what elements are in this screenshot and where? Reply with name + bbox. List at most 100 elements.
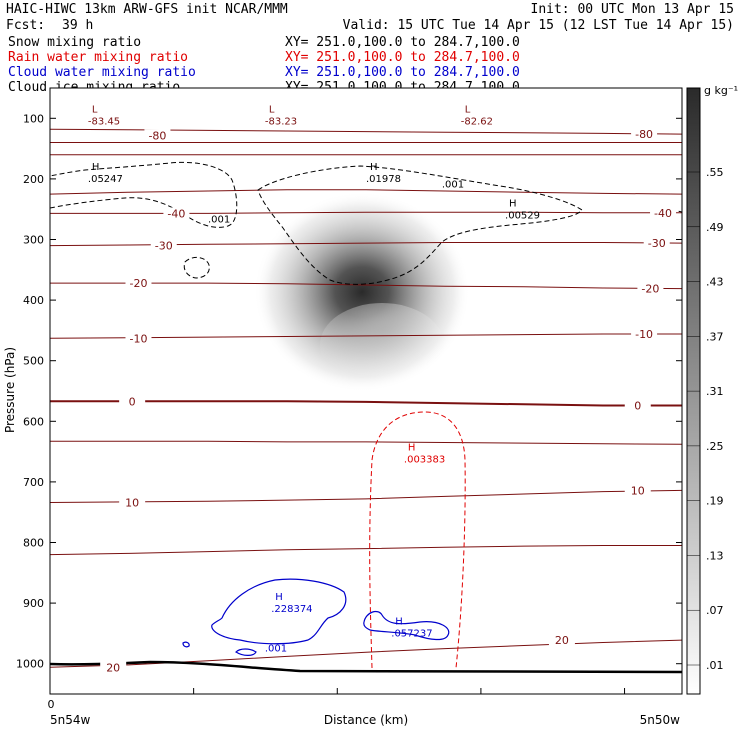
isotherm-label: 20 (106, 661, 120, 674)
contour-value-label: .001 (442, 179, 464, 190)
isotherm-line (50, 440, 682, 445)
isotherm-label: 0 (129, 395, 136, 408)
y-tick-label: 600 (23, 415, 44, 428)
y-tick-label: 800 (23, 537, 44, 550)
temperature-labels: -80 -80 -40 -40 -30 -30 -20 -20 -10 -10 0 0 10 10 20 20 (100, 128, 677, 674)
forecast-label: Fcst: (6, 18, 45, 33)
y-tick-label: 700 (23, 476, 44, 489)
contour-value-label: .001 (208, 215, 230, 226)
isotherm-label: -20 (641, 283, 659, 296)
isotherm-label-bg (125, 277, 152, 290)
isotherm-label-bg (119, 496, 146, 509)
isotherm-line (50, 282, 682, 290)
colorbar-label: .19 (706, 495, 724, 508)
isotherm-label-bg (631, 328, 658, 341)
cloud-water-contour (235, 648, 257, 656)
isotherm-label: -30 (155, 240, 173, 253)
isotherm-label-bg (150, 239, 177, 252)
extremum-value: .01978 (366, 174, 401, 185)
extremum-value: .003383 (404, 455, 445, 466)
x-right-endpoint: 5n50w (640, 713, 681, 727)
extremum-value: .228374 (271, 604, 312, 615)
extremum-letter: L (465, 104, 471, 115)
figure-header: HAIC-HIWC 13km ARW-GFS init NCAR/MMM Ini… (6, 2, 734, 95)
isotherm-label-bg (548, 634, 575, 647)
isotherm-label-bg (637, 282, 664, 295)
extremum-letter: L (92, 104, 98, 115)
isotherm-label: -10 (129, 332, 147, 345)
field-section-coords: XY= 251.0,100.0 to 284.7,100.0 (285, 50, 520, 65)
isotherm-label: 10 (631, 484, 645, 497)
extremum-letter: L (269, 104, 275, 115)
colorbar-label: .55 (706, 166, 724, 179)
isotherm-label: -30 (648, 237, 666, 250)
isotherm-label-bg (643, 237, 670, 250)
isotherm-label: -80 (148, 129, 166, 142)
isotherm-label: -40 (167, 207, 185, 220)
extremum-letter: H (408, 443, 416, 454)
extremum-letter: H (395, 616, 403, 627)
y-tick-label: 200 (23, 173, 44, 186)
extremum-letter: H (92, 162, 100, 173)
temperature-contours (50, 128, 682, 668)
isotherm-label-bg (119, 395, 146, 408)
x-left-endpoint: 5n54w (50, 713, 91, 727)
isotherm-label-bg (624, 484, 651, 497)
colorbar-label: .01 (706, 659, 724, 672)
cloud-water-contour (182, 641, 190, 648)
isotherm-label-bg (144, 129, 171, 142)
isotherm-line (50, 545, 682, 556)
colorbar-label: .37 (706, 330, 724, 343)
extremum-value: -82.62 (461, 116, 493, 127)
distance-axis (49, 688, 626, 694)
plot-frame (49, 87, 683, 695)
isotherm-label-bg (163, 207, 190, 220)
y-tick-label: 900 (23, 597, 44, 610)
cloud-ice-contour (50, 161, 238, 228)
forecast-hour: 39 h (62, 18, 93, 33)
extremum-value: .05247 (88, 174, 123, 185)
isotherm-label-bg (650, 206, 677, 219)
isotherm-label: -40 (654, 207, 672, 220)
field-name: Cloud water mixing ratio (8, 65, 196, 80)
colorbar-ticks: .01 .07 .13 .19 .25 .31 .37 .43 .49 .55 (687, 166, 724, 672)
field-name: Snow mixing ratio (8, 35, 141, 50)
colorbar-label: .49 (706, 221, 724, 234)
field-name: Rain water mixing ratio (8, 50, 188, 65)
y-axis-label: Pressure (hPa) (3, 347, 17, 433)
extremum-value: .00529 (505, 210, 540, 221)
field-legend: Snow mixing ratio XY= 251.0,100.0 to 284.… (8, 35, 520, 95)
colorbar-label: .13 (706, 549, 724, 562)
isotherm-label: 20 (555, 634, 569, 647)
y-tick-label: 1000 (16, 658, 44, 671)
extremum-value: .057237 (391, 628, 432, 639)
field-section-coords: XY= 251.0,100.0 to 284.7,100.0 (285, 35, 520, 50)
isotherm-label: 0 (634, 400, 641, 413)
isotherm-label: -20 (129, 277, 147, 290)
contour-value-label: .001 (265, 644, 287, 655)
colorbar: .01 .07 .13 .19 .25 .31 .37 .43 .49 .55 g kg⁻¹ (686, 84, 738, 695)
extremum-value: -83.45 (88, 116, 120, 127)
field-section-coords: XY= 251.0,100.0 to 284.7,100.0 (285, 65, 520, 80)
snow-shading-tail (320, 303, 444, 387)
isotherm-label: -10 (635, 328, 653, 341)
isotherm-line (50, 333, 682, 339)
isotherm-label-bg (631, 128, 658, 141)
colorbar-label: .31 (706, 385, 724, 398)
isotherm-label: 10 (125, 497, 139, 510)
isotherm-label-bg (100, 661, 127, 674)
valid-time: Valid: 15 UTC Tue 14 Apr 15 (12 LST Tue … (343, 18, 734, 33)
extremum-letter: H (509, 198, 517, 209)
isotherm-label-bg (624, 399, 651, 412)
isotherm-line (50, 639, 682, 668)
plot-contents: L-83.45L-83.23L-82.62H.05247H.01978H.005… (50, 104, 682, 674)
rain-water-contour (369, 411, 466, 669)
colorbar-unit: g kg⁻¹ (704, 84, 738, 97)
init-time: Init: 00 UTC Mon 13 Apr 15 (531, 2, 735, 17)
figure-title: HAIC-HIWC 13km ARW-GFS init NCAR/MMM (6, 2, 288, 17)
cloud-water-contour (211, 578, 347, 645)
colorbar-label: .07 (706, 604, 724, 617)
x-axis-label: Distance (km) (324, 713, 408, 727)
